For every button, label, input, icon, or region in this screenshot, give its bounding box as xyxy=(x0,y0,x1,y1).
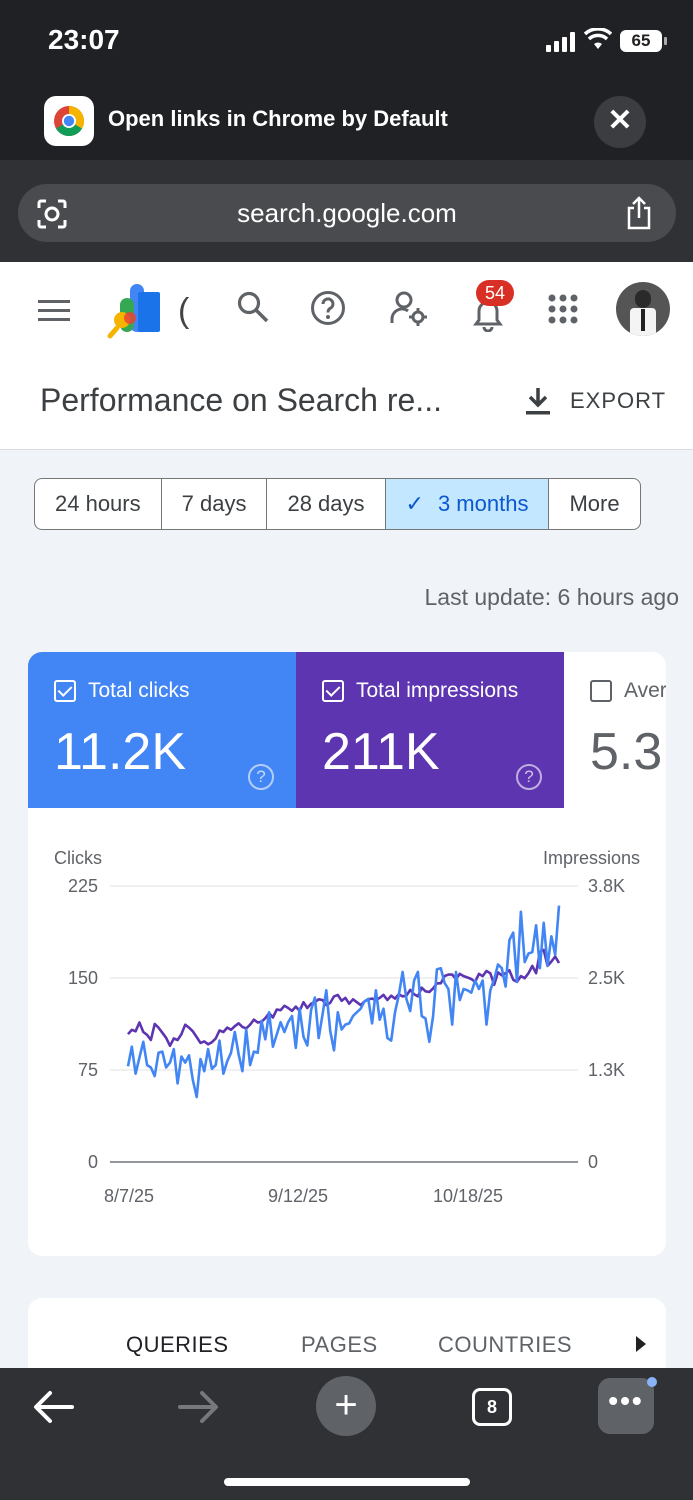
performance-card: Total clicks 11.2K ? Total impressions 2… xyxy=(28,652,666,1256)
search-console-page: ( 54 Performance on Search xyxy=(0,262,693,1368)
metric-value: 5.3 xyxy=(590,723,663,781)
browser-toolbar: + 8 ••• xyxy=(0,1368,693,1500)
left-tick-label: 0 xyxy=(88,1152,98,1172)
wifi-icon xyxy=(584,28,612,49)
date-chip-7-days[interactable]: 7 days xyxy=(162,479,268,529)
series-line-impressions xyxy=(127,948,561,1048)
right-axis-title: Impressions xyxy=(543,848,640,868)
account-avatar[interactable] xyxy=(616,282,670,336)
left-tick-label: 150 xyxy=(68,968,98,988)
export-button[interactable]: EXPORT xyxy=(524,386,666,416)
help-circle-icon[interactable]: ? xyxy=(516,764,542,790)
help-circle-icon[interactable]: ? xyxy=(248,764,274,790)
more-menu-button[interactable]: ••• xyxy=(598,1378,654,1434)
checkbox-checked-icon[interactable] xyxy=(322,680,344,702)
metric-average-ctr[interactable]: Aver 5.3 xyxy=(564,652,666,808)
notification-count-badge: 54 xyxy=(476,280,514,306)
banner-title: Open links in Chrome by Default xyxy=(108,106,448,131)
page-title: Performance on Search re... xyxy=(40,382,442,418)
left-tick-label: 225 xyxy=(68,876,98,896)
metric-total-clicks[interactable]: Total clicks 11.2K ? xyxy=(28,652,296,808)
battery-indicator: 65 xyxy=(620,30,667,52)
series-line-clicks xyxy=(126,905,561,1099)
left-axis-title: Clicks xyxy=(54,848,102,868)
app-header: ( 54 Performance on Search xyxy=(0,262,693,450)
lens-icon[interactable] xyxy=(36,198,68,230)
download-icon xyxy=(526,388,550,415)
left-tick-label: 75 xyxy=(78,1060,98,1080)
right-tick-label: 3.8K xyxy=(588,876,625,896)
tab-countries[interactable]: COUNTRIES xyxy=(438,1332,573,1357)
update-dot-indicator xyxy=(647,1377,657,1387)
scroll-right-arrow-icon[interactable] xyxy=(636,1336,646,1352)
checkbox-unchecked-icon[interactable] xyxy=(590,680,612,702)
date-chip-3-months[interactable]: ✓ 3 months xyxy=(385,479,550,529)
right-tick-label: 1.3K xyxy=(588,1060,625,1080)
share-icon[interactable] xyxy=(624,196,654,230)
home-indicator xyxy=(224,1478,470,1486)
x-tick-label: 10/18/25 xyxy=(433,1186,503,1206)
new-tab-button[interactable]: + xyxy=(316,1376,376,1436)
tab-switcher-button[interactable]: 8 xyxy=(472,1388,512,1426)
url-text[interactable]: search.google.com xyxy=(237,198,457,228)
metric-label: Total impressions xyxy=(356,679,519,702)
tab-queries[interactable]: QUERIES xyxy=(126,1332,229,1357)
back-arrow-icon[interactable] xyxy=(32,1390,74,1424)
date-chip-24-hours[interactable]: 24 hours xyxy=(35,479,162,529)
search-icon[interactable] xyxy=(236,290,270,324)
last-update-text: Last update: 6 hours ago xyxy=(424,584,679,610)
checkbox-checked-icon[interactable] xyxy=(54,680,76,702)
dimension-tabs: QUERIES PAGES COUNTRIES xyxy=(28,1298,666,1368)
status-time: 23:07 xyxy=(48,24,120,55)
hamburger-menu-icon[interactable] xyxy=(38,298,70,322)
logo-text-partial: ( xyxy=(178,292,190,330)
status-bar: 23:07 65 xyxy=(0,0,693,84)
cellular-signal-icon xyxy=(546,32,575,52)
search-console-logo[interactable] xyxy=(106,284,162,340)
x-tick-label: 9/12/25 xyxy=(268,1186,328,1206)
date-chip-label: 3 months xyxy=(437,491,529,516)
metric-value: 11.2K xyxy=(54,723,187,781)
user-settings-icon[interactable] xyxy=(390,290,428,326)
tab-pages[interactable]: PAGES xyxy=(301,1332,378,1357)
date-chip-28-days[interactable]: 28 days xyxy=(267,479,386,529)
x-tick-label: 8/7/25 xyxy=(104,1186,154,1206)
address-field[interactable]: search.google.com xyxy=(18,184,676,242)
help-icon[interactable] xyxy=(310,290,346,326)
banner-close-button[interactable]: ✕ xyxy=(594,96,646,148)
metric-total-impressions[interactable]: Total impressions 211K ? xyxy=(296,652,564,808)
date-range-selector: 24 hours 7 days 28 days ✓ 3 months More xyxy=(34,478,641,530)
performance-chart: Clicks Impressions 225 3.8K 150 2.5K 75 1.3K 0 0 8… xyxy=(28,808,666,1256)
apps-grid-icon[interactable] xyxy=(548,294,578,324)
right-tick-label: 2.5K xyxy=(588,968,625,988)
export-label: EXPORT xyxy=(570,388,667,413)
metric-label: Aver xyxy=(624,679,666,702)
forward-arrow-icon[interactable] xyxy=(178,1390,220,1424)
chrome-logo-icon xyxy=(44,96,94,146)
open-in-chrome-banner[interactable]: Open links in Chrome by Default ✕ xyxy=(0,84,693,160)
right-tick-label: 0 xyxy=(588,1152,598,1172)
check-icon: ✓ xyxy=(405,491,424,516)
url-bar: search.google.com xyxy=(0,160,693,262)
metric-value: 211K xyxy=(322,723,440,781)
date-chip-more[interactable]: More xyxy=(569,491,620,516)
metric-label: Total clicks xyxy=(88,679,190,702)
